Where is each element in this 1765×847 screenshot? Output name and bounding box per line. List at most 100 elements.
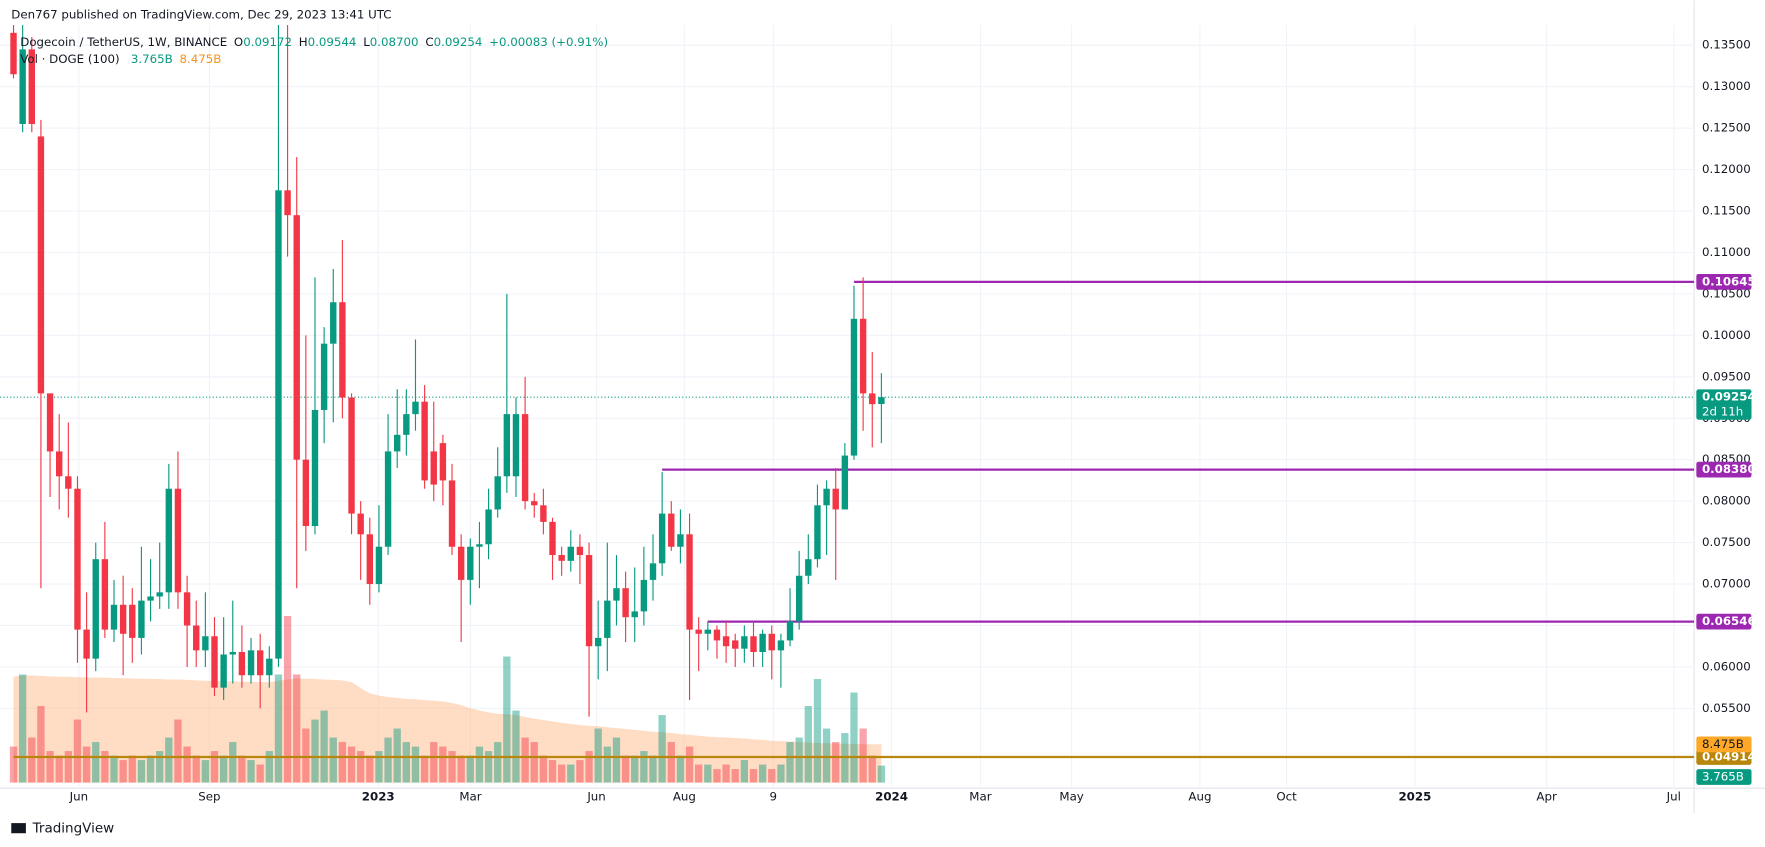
candle-body: [202, 636, 209, 651]
candle-body: [339, 302, 346, 398]
ohlc-key: H: [299, 34, 308, 48]
candle-body: [46, 393, 54, 452]
y-tick-label: 0.08000: [1702, 494, 1751, 508]
level-label: 0.10645: [1702, 274, 1756, 288]
ohlc-value: 0.09544: [308, 34, 357, 48]
ohlc-key: C: [425, 34, 433, 48]
volume-bar: [19, 674, 27, 783]
plot: [0, 25, 1695, 783]
volume-bar: [274, 674, 283, 783]
published-note: Den767 published on TradingView.com, Dec…: [11, 7, 391, 21]
candle-body: [512, 414, 520, 477]
volume-bar: [73, 719, 82, 783]
volume-bar: [704, 764, 712, 783]
candle-body: [585, 555, 593, 647]
volume-bar: [557, 764, 566, 783]
candle-body: [467, 546, 474, 580]
candle-body: [531, 501, 538, 506]
volume-bar: [110, 755, 118, 783]
candle-body: [576, 546, 584, 556]
x-tick-label: Aug: [673, 790, 696, 804]
volume-bar: [667, 742, 675, 783]
candle-body: [604, 600, 611, 638]
candle-body: [156, 592, 163, 597]
y-tick-label: 0.11500: [1702, 204, 1751, 218]
ohlc-key: L: [363, 34, 370, 48]
y-tick-label: 0.10000: [1702, 328, 1751, 342]
volume-bar: [229, 742, 237, 783]
y-tick-label: 0.13000: [1702, 79, 1751, 93]
candle-body: [695, 629, 702, 634]
candle-body: [850, 318, 858, 456]
volume-bar: [585, 751, 593, 783]
candle-body: [814, 505, 821, 560]
candle-body: [101, 559, 109, 630]
candle-body: [878, 397, 885, 405]
volume-bar: [832, 742, 840, 783]
candle-body: [759, 633, 766, 653]
volume-bar: [484, 751, 493, 783]
y-tick-label: 0.11000: [1702, 245, 1751, 259]
volume-bar: [165, 737, 173, 783]
change: +0.00083 (+0.91%): [489, 34, 608, 48]
volume-bar: [877, 765, 886, 783]
candle-body: [311, 409, 319, 527]
candle-body: [859, 318, 867, 394]
volume-bar: [603, 746, 611, 783]
x-tick-label: Jun: [586, 790, 605, 804]
volume-bar: [758, 764, 767, 783]
volume-bar: [868, 755, 876, 783]
volume-bar: [621, 755, 630, 783]
volume-legend: Vol · DOGE (100) 3.765B 8.475B: [20, 51, 221, 65]
candle-body: [138, 600, 145, 638]
volume-bar: [539, 755, 548, 783]
volume-bar: [512, 710, 520, 783]
candle-body: [832, 488, 839, 510]
candle-body: [302, 459, 310, 527]
volume-bar: [210, 751, 219, 783]
x-tick-label: Mar: [969, 790, 991, 804]
volume-bar: [786, 742, 794, 783]
candle-body: [293, 215, 300, 460]
candle-body: [567, 546, 574, 561]
candle-body: [19, 49, 26, 124]
ohlc-value: 0.09254: [434, 34, 483, 48]
volume-ma-area: [13, 675, 882, 783]
volume-bar: [201, 760, 210, 783]
volume-bar: [238, 755, 246, 783]
candle-body: [430, 451, 437, 485]
candle-body: [722, 636, 730, 647]
volume-bar: [676, 755, 685, 783]
candle-body: [823, 488, 830, 506]
volume-bar: [749, 769, 758, 783]
candle-body: [238, 652, 246, 676]
x-tick-label: 2023: [362, 790, 395, 804]
level-label-box: [1696, 749, 1752, 765]
y-tick-label: 0.10500: [1702, 286, 1751, 300]
volume-bar: [521, 737, 529, 783]
volume-bar: [439, 746, 447, 783]
volume-bar: [192, 755, 200, 783]
volume-bar: [293, 674, 301, 783]
volume-bar: [448, 751, 456, 783]
volume-bar: [631, 755, 639, 783]
volume-bar: [859, 728, 867, 783]
candle-body: [668, 513, 675, 547]
candle-body: [622, 588, 629, 618]
candle-body: [266, 658, 273, 676]
volume-bar: [366, 755, 374, 783]
candle-body: [421, 401, 428, 481]
candle-body: [841, 455, 849, 510]
level-label-box: [1696, 613, 1752, 630]
last-price-label: 0.09254: [1702, 390, 1756, 404]
volume-bar: [530, 742, 538, 783]
volume-bar: [101, 751, 109, 783]
volume-bar: [128, 755, 136, 783]
x-tick-label: Aug: [1188, 790, 1211, 804]
volume-bar: [640, 751, 648, 783]
volume-bar: [695, 764, 703, 783]
volume-bar: [55, 755, 63, 783]
candle-body: [476, 544, 483, 547]
